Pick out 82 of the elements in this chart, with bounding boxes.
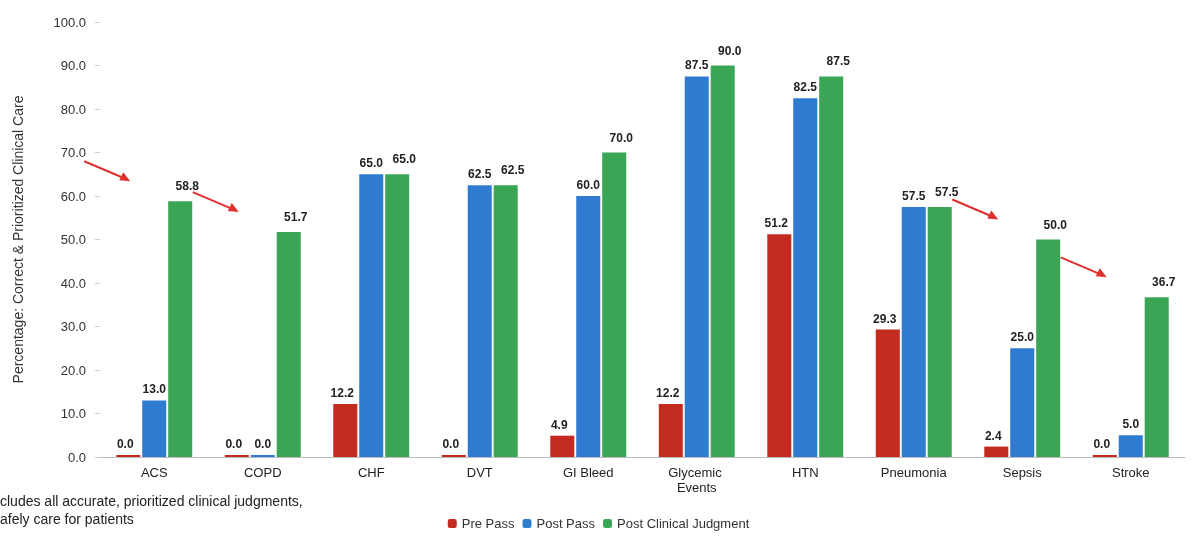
bar	[658, 403, 683, 457]
bar	[168, 201, 193, 457]
data-label: 29.3	[873, 311, 897, 326]
bar	[467, 185, 492, 457]
x-tick-label: ACS	[140, 465, 168, 480]
data-label: 65.0	[359, 156, 384, 171]
data-label: 87.5	[826, 54, 851, 69]
bar	[1144, 297, 1169, 457]
bar	[819, 76, 844, 457]
data-label: 57.5	[935, 184, 959, 199]
x-tick-label: Sepsis	[1002, 465, 1043, 480]
x-tick-label: Stroke	[1111, 465, 1150, 480]
data-label: 36.7	[1152, 275, 1176, 290]
data-label: 0.0	[1093, 437, 1111, 451]
bar	[767, 234, 792, 457]
bar	[333, 403, 358, 457]
legend-label: Post Pass	[536, 516, 596, 531]
y-tick-label: 80.0	[60, 101, 86, 117]
bar	[927, 206, 952, 457]
bar	[1010, 348, 1035, 457]
x-tick-label: Pneumonia	[880, 465, 948, 480]
data-label: 58.8	[175, 179, 200, 194]
x-tick-label: DVT	[466, 465, 493, 480]
bar	[710, 65, 735, 457]
bar	[142, 400, 167, 457]
x-tick-label: Glycemic Events	[668, 465, 726, 495]
data-label: 0.0	[442, 437, 460, 451]
data-label: 5.0	[1122, 417, 1140, 432]
data-label: 70.0	[609, 130, 634, 145]
y-tick-label: 50.0	[60, 232, 86, 247]
bar	[793, 98, 818, 457]
y-tick-label: 0.0	[67, 449, 86, 465]
bar	[901, 206, 926, 457]
legend-label: Pre Pass	[461, 516, 515, 531]
bar	[276, 232, 301, 457]
data-label: 62.5	[468, 167, 492, 182]
data-label: 12.2	[656, 385, 680, 400]
y-tick-label: 40.0	[60, 275, 86, 291]
data-label: 57.5	[902, 188, 926, 203]
data-label: 2.4	[984, 428, 1002, 443]
y-tick-label: 30.0	[60, 319, 86, 334]
y-tick-label: 90.0	[60, 58, 86, 73]
data-label: 51.2	[764, 216, 789, 231]
data-label: 51.7	[284, 210, 308, 225]
text: cludes all accurate, prioritized clinical judgments,	[0, 492, 303, 510]
x-tick-label: HTN	[791, 465, 819, 480]
data-label: 4.9	[550, 417, 568, 432]
data-label: 87.5	[685, 58, 709, 73]
data-label: 90.0	[718, 43, 742, 58]
y-axis-title: Percentage: Correct & Prioritized Clinical Care	[10, 95, 26, 384]
bar	[875, 329, 900, 457]
bar	[602, 152, 627, 457]
text: afely care for patients	[0, 510, 135, 528]
data-label: 65.0	[392, 152, 417, 167]
data-label: 62.5	[501, 163, 525, 178]
data-label: 0.0	[225, 437, 243, 451]
y-tick-label: 70.0	[60, 145, 86, 160]
x-tick-label: GI Bleed	[562, 465, 614, 480]
y-tick-label: 100.0	[53, 14, 86, 30]
data-label: 0.0	[254, 437, 272, 451]
data-label: 0.0	[116, 437, 134, 451]
y-tick-label: 20.0	[60, 362, 86, 378]
bar	[1118, 435, 1143, 457]
data-label: 82.5	[793, 80, 818, 95]
data-label: 50.0	[1043, 217, 1068, 232]
legend-label: Post Clinical Judgment	[617, 516, 750, 531]
data-label: 25.0	[1010, 330, 1035, 345]
data-label: 12.2	[330, 385, 355, 400]
bar	[550, 435, 575, 457]
y-tick-label: 10.0	[60, 406, 86, 421]
y-tick-label: 60.0	[60, 188, 86, 204]
bar	[359, 174, 384, 457]
bar	[984, 446, 1009, 457]
x-tick-label: CHF	[357, 465, 385, 480]
bar	[684, 76, 709, 457]
bar	[385, 174, 410, 457]
bar	[493, 185, 518, 457]
bar	[1036, 239, 1061, 457]
x-tick-label: COPD	[243, 465, 282, 480]
bar	[576, 196, 601, 457]
data-label: 13.0	[142, 382, 167, 397]
data-label: 60.0	[576, 178, 601, 192]
